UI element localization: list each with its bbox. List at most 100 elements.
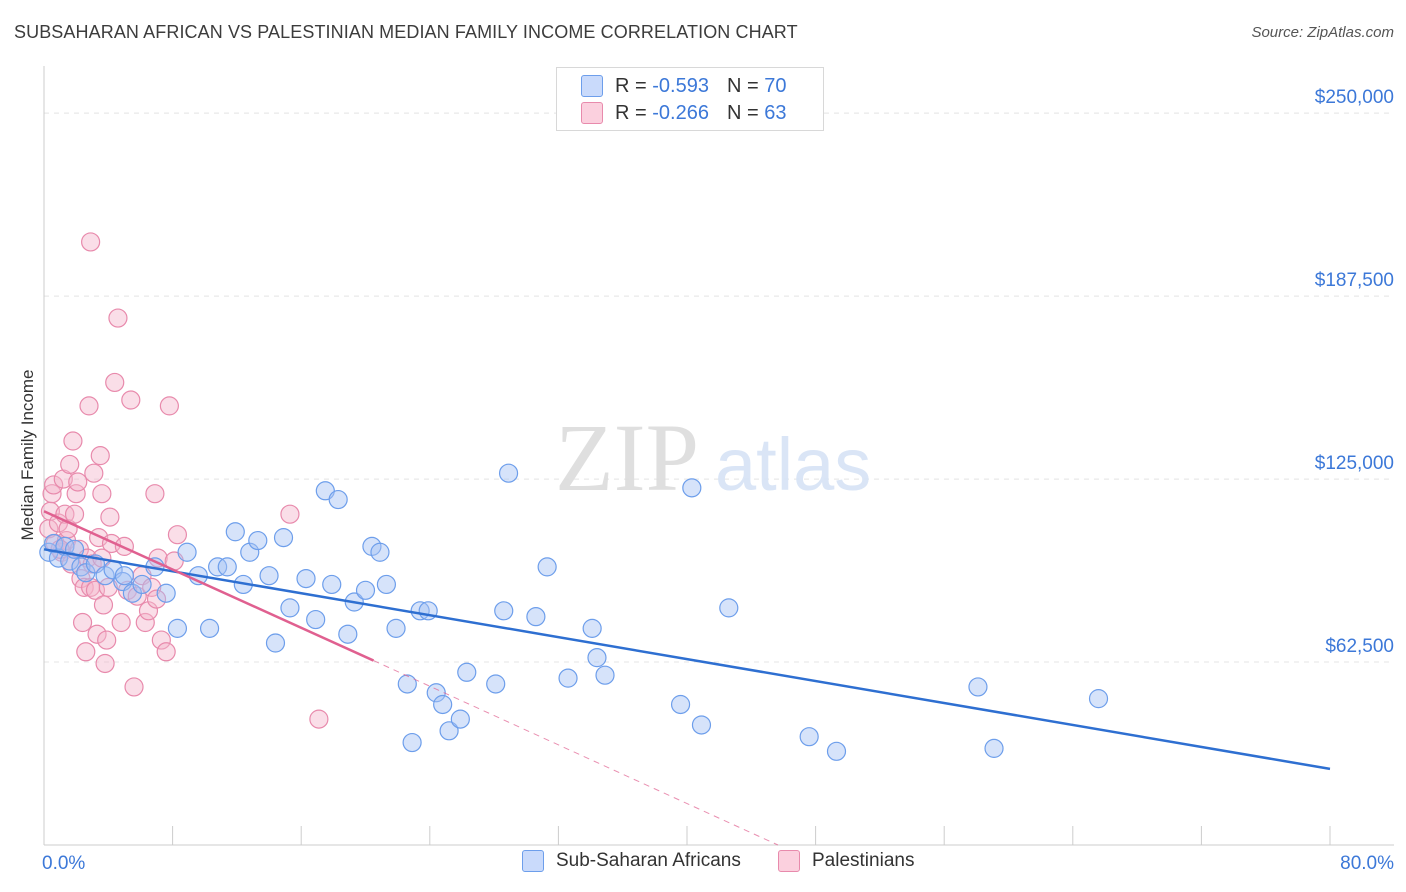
subsaharan-point [355, 580, 376, 600]
palestinian-point [76, 642, 96, 662]
subsaharan-point [799, 727, 819, 747]
subsaharan-point [397, 674, 417, 694]
palestinian-point [98, 577, 118, 597]
watermark-atlas: atlas [715, 423, 871, 506]
subsaharan-point [225, 522, 245, 542]
palestinian-point [64, 504, 85, 524]
subsaharan-point [248, 530, 268, 551]
palestinian-point [124, 677, 144, 697]
y-tick-label: $250,000 [1315, 87, 1394, 108]
subsaharan-point [526, 607, 546, 627]
subsaharan-point [670, 694, 691, 715]
subsaharan-point [558, 668, 578, 688]
subsaharan-point [370, 542, 390, 562]
watermark-zip: ZIP [555, 404, 699, 511]
subsaharan-point [498, 463, 519, 483]
palestinian-point [151, 630, 171, 650]
y-tick-labels: $62,500 $125,000 $187,500 $250,000 [1315, 87, 1394, 657]
subsaharan-point [433, 694, 453, 715]
legend-row-subsaharan: R = -0.593 N = 70 [581, 73, 786, 99]
subsaharan-point [1088, 689, 1109, 709]
subsaharan-point [280, 598, 300, 618]
palestinian-point [92, 484, 112, 504]
y-tick-label: $62,500 [1325, 636, 1394, 657]
palestinian-point [90, 446, 110, 466]
trend-lines [43, 510, 1331, 846]
subsaharan-point [582, 618, 602, 638]
palestinian-point [81, 232, 101, 252]
y-axis-label: Median Family Income [18, 369, 37, 540]
legend-r-value: -0.593 [652, 74, 709, 97]
subsaharan-point [114, 566, 134, 586]
palestinian-point [121, 390, 141, 410]
subsaharan-point [259, 566, 279, 586]
palestinian-point [146, 589, 167, 609]
legend-r-value: -0.266 [652, 101, 709, 124]
subsaharan-point [984, 738, 1004, 758]
subsaharan-point [595, 665, 615, 685]
palestinian-trend-extension [373, 660, 779, 846]
series-label-subsaharan: Sub-Saharan Africans [556, 850, 741, 871]
palestinian-point [93, 595, 114, 615]
palestinian-point [72, 612, 93, 633]
palestinian-point [156, 642, 176, 662]
series-legend-palestinian[interactable]: Palestinians [778, 850, 914, 872]
legend-r-label: R = [615, 101, 653, 124]
subsaharan-point [439, 721, 459, 741]
subsaharan-point [457, 662, 477, 682]
subsaharan-point [306, 609, 326, 630]
subsaharan-point [265, 633, 286, 653]
subsaharan-point [402, 732, 422, 753]
subsaharan-point [494, 601, 514, 621]
subsaharan-point [328, 489, 348, 510]
subsaharan-point [273, 528, 294, 548]
subsaharan-point [719, 598, 739, 618]
legend-row-palestinian: R = -0.266 N = 63 [581, 100, 786, 126]
palestinian-point [145, 484, 165, 504]
palestinian-trend-line [43, 510, 375, 662]
subsaharan-point [199, 618, 220, 638]
series-legend: Sub-Saharan Africans Palestinians [0, 850, 1406, 880]
series-swatch-blue [522, 850, 544, 872]
subsaharan-point [376, 574, 396, 595]
series-swatch-pink [778, 850, 800, 872]
series-legend-subsaharan[interactable]: Sub-Saharan Africans [522, 850, 741, 872]
palestinian-point [87, 624, 107, 644]
series-label-palestinian: Palestinians [812, 850, 915, 871]
palestinian-point [60, 454, 80, 475]
palestinian-point [111, 612, 131, 633]
palestinian-point [68, 472, 88, 492]
subsaharan-point [217, 557, 237, 577]
correlation-legend: R = -0.593 N = 70 R = -0.266 N = 63 [556, 67, 824, 131]
subsaharan-point [44, 533, 64, 554]
palestinian-point [280, 504, 300, 524]
subsaharan-point [338, 624, 358, 644]
y-tick-label: $125,000 [1315, 453, 1394, 474]
subsaharan-point [691, 715, 712, 735]
legend-swatch-blue [581, 75, 603, 97]
subsaharan-point [386, 618, 406, 638]
legend-swatch-pink [581, 102, 603, 124]
x-tick-label: 80.0% [1340, 853, 1394, 874]
palestinian-point [100, 507, 120, 527]
palestinian-point [44, 475, 64, 495]
grid-lines [44, 112, 1394, 663]
palestinian-point [105, 372, 125, 393]
palestinian-point [159, 396, 179, 416]
subsaharan-point [132, 574, 152, 595]
subsaharan-point [826, 741, 847, 761]
subsaharan-trend-line [43, 548, 1331, 771]
subsaharan-point [167, 618, 188, 638]
subsaharan-point [322, 574, 342, 595]
palestinian-point [97, 630, 117, 650]
palestinian-point [63, 431, 83, 451]
palestinian-point [84, 463, 104, 483]
palestinian-point [95, 653, 115, 674]
subsaharan-point [60, 551, 80, 571]
legend-n-value: 70 [764, 74, 787, 97]
subsaharan-point [296, 568, 316, 589]
subsaharan-point [177, 542, 197, 562]
x-tick-label: 0.0% [42, 853, 85, 874]
watermark: ZIP atlas [555, 404, 871, 511]
